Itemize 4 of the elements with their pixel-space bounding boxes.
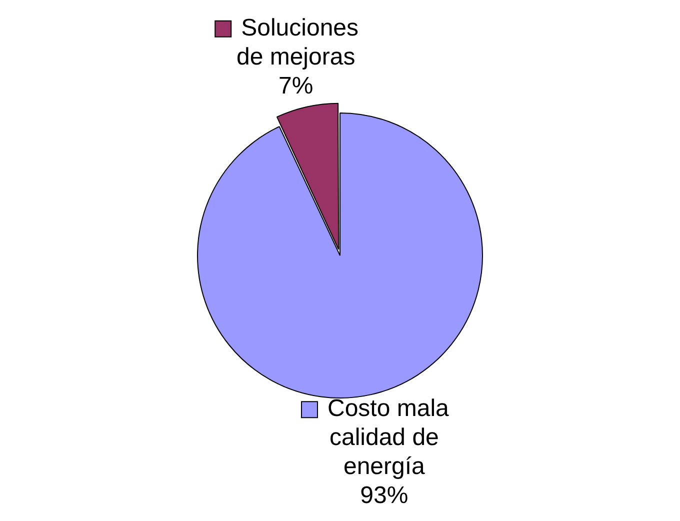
data-label: 7% — [278, 72, 314, 100]
data-label: 93% — [360, 482, 408, 510]
legend-label: Soluciones de mejoras — [236, 14, 359, 70]
legend-label: Costo mala calidad de energía — [327, 395, 450, 480]
